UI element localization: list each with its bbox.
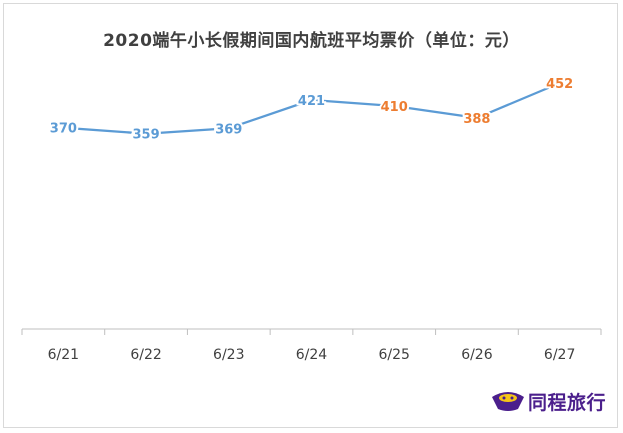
chart-title: 2020端午小长假期间国内航班平均票价（单位：元） <box>103 31 520 51</box>
data-label: 410 <box>381 100 408 115</box>
x-tick-label: 6/25 <box>378 347 409 363</box>
data-label: 421 <box>298 94 325 109</box>
data-label: 388 <box>463 112 490 127</box>
x-tick-label: 6/24 <box>296 347 328 363</box>
ly-logo-icon <box>492 392 524 411</box>
x-tick-label: 6/26 <box>461 347 493 363</box>
watermark-text: 同程旅行 <box>528 391 607 414</box>
data-label: 369 <box>215 122 242 137</box>
x-tick-label: 6/21 <box>48 347 79 363</box>
x-tick-label: 6/22 <box>130 347 161 363</box>
brand-watermark: 同程旅行 <box>490 386 606 416</box>
x-tick-label: 6/27 <box>544 347 575 363</box>
data-label: 359 <box>133 128 160 143</box>
data-label: 452 <box>546 77 573 92</box>
x-tick-label: 6/23 <box>213 347 244 363</box>
series-line <box>62 81 561 135</box>
chart-frame <box>3 3 618 428</box>
data-label: 370 <box>50 122 77 137</box>
